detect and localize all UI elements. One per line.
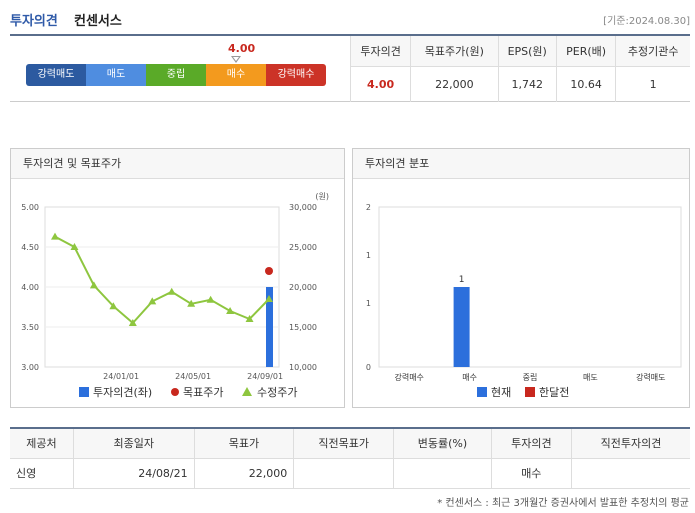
summary-header-opinion: 투자의견 [349,36,411,67]
adjusted-price-point [265,295,273,302]
opinion-target-price-title: 투자의견 및 목표주가 [11,149,344,179]
summary-header-per: PER(배) [555,36,616,67]
legend-label-target: 목표주가 [183,386,223,399]
x-tick-label: 24/09/01 [247,372,283,381]
y-tick-label: 2 [366,203,371,212]
scale-segment: 매수 [206,64,266,86]
provider-table-cell: 신영 [10,457,74,489]
provider-table-cell: 매수 [490,457,572,489]
y-tick-label: 0 [366,363,371,372]
adjusted-price-point [167,287,176,295]
y-right-tick-label: 15,000 [289,323,317,332]
x-category-label: 강력매수 [394,372,423,382]
legend-swatch-opinion [79,387,89,397]
y-right-tick-label: 20,000 [289,283,317,292]
consensus-summary: 4.00 강력매도 매도 중립 매수 강력매수 투자의견 목표주가(원) EPS(원) … [10,34,690,102]
scale-segment: 매도 [86,64,146,86]
adjusted-price-line [54,235,270,325]
scale-segment: 강력매수 [266,64,326,86]
legend-label-month-ago: 한달전 [539,386,569,399]
x-category-label: 중립 [523,373,538,382]
y-right-tick-label: 30,000 [289,203,317,212]
table-row: 신영 24/08/21 22,000 매수 [10,457,690,489]
x-category-label: 강력매도 [636,372,665,382]
provider-table-header: 투자의견 [490,428,572,459]
legend-swatch-adjusted [242,387,252,396]
provider-table-cell [393,457,492,489]
provider-table-cell [293,457,395,489]
base-date: [기준:2024.08.30] [603,16,690,27]
provider-table-header: 직전투자의견 [570,428,690,459]
scale-segment: 중립 [146,64,206,86]
plot-area [378,206,682,368]
y-left-tick-label: 5.00 [21,203,39,212]
adjusted-price-point [206,295,215,303]
summary-value-opinion: 4.00 [349,66,411,102]
y-left-tick-label: 3.00 [21,363,39,372]
y-right-tick-label: 10,000 [289,363,317,372]
summary-header-eps: EPS(원) [497,36,557,67]
adjusted-price-point [148,297,157,305]
section-subtitle: 컨센서스 [74,14,122,29]
x-category-label: 매도 [583,373,598,382]
section-header: 투자의견 컨센서스 [기준:2024.08.30] [10,8,690,32]
x-category-label: 매수 [462,373,477,382]
summary-header-target: 목표주가(원) [410,36,498,67]
provider-table: 제공처 최종일자 목표가 직전목표가 변동률(%) 투자의견 직전투자의견 신영 24/08/… [10,427,690,489]
y-left-tick-label: 3.50 [21,323,39,332]
adjusted-price-point [187,299,196,307]
provider-table-header: 변동률(%) [393,428,492,459]
y-left-tick-label: 4.50 [21,243,39,252]
provider-table-cell: 24/08/21 [72,457,195,489]
target-price-point [265,267,273,275]
footnote: * 컨센서스 : 최근 3개월간 증권사에서 발표한 추정치의 평균 [437,498,689,509]
summary-value-eps: 1,742 [497,66,557,102]
scale-segment: 강력매도 [26,64,86,86]
opinion-scale: 강력매도 매도 중립 매수 강력매수 [26,64,326,86]
section-title: 투자의견 [10,14,58,29]
legend-swatch-target [171,388,179,396]
adjusted-price-point [51,232,59,240]
distribution-bar [453,287,470,367]
opinion-bar [266,287,273,367]
provider-table-header: 목표가 [193,428,295,459]
provider-table-cell [570,457,690,489]
opinion-distribution-title: 투자의견 분포 [353,149,689,179]
legend-label-opinion: 투자의견(좌) [93,386,152,399]
legend-label-adjusted: 수정주가 [257,386,297,399]
adjusted-price-point [128,319,137,326]
opinion-marker-icon [231,56,241,63]
y-tick-label: 1 [366,299,371,308]
y-left-tick-label: 4.00 [21,283,39,292]
summary-header-count: 추정기관수 [615,36,690,67]
summary-value-target: 22,000 [410,66,498,102]
x-tick-label: 24/01/01 [103,372,139,381]
legend-swatch-month-ago [525,387,535,397]
adjusted-price-point [70,243,79,250]
adjusted-price-point [109,302,118,310]
legend-swatch-current [477,387,487,397]
x-tick-label: 24/05/01 [175,372,211,381]
y-right-unit: (원) [315,192,329,201]
summary-table: 투자의견 목표주가(원) EPS(원) PER(배) 추정기관수 4.00 22… [349,36,690,102]
y-tick-label: 1 [366,251,371,260]
provider-table-header: 최종일자 [72,428,195,459]
adjusted-price-point [245,315,254,322]
summary-value-per: 10.64 [555,66,616,102]
provider-table-cell: 22,000 [193,457,295,489]
provider-table-header: 제공처 [10,428,74,459]
bar-data-label: 1 [459,275,465,285]
adjusted-price-point [89,281,98,289]
opinion-marker-value: 4.00 [228,42,256,55]
y-right-tick-label: 25,000 [289,243,317,252]
opinion-target-price-chart: 5.00 4.50 4.00 3.50 3.00 30,000 25,000 20,000 15… [21,192,329,399]
opinion-target-price-panel: 투자의견 및 목표주가 5.00 4.50 4.00 3.50 3.00 30,000 25… [10,148,345,408]
summary-value-count: 1 [615,66,690,102]
provider-table-header: 직전목표가 [293,428,395,459]
legend-label-current: 현재 [491,386,511,399]
adjusted-price-point [226,307,235,314]
